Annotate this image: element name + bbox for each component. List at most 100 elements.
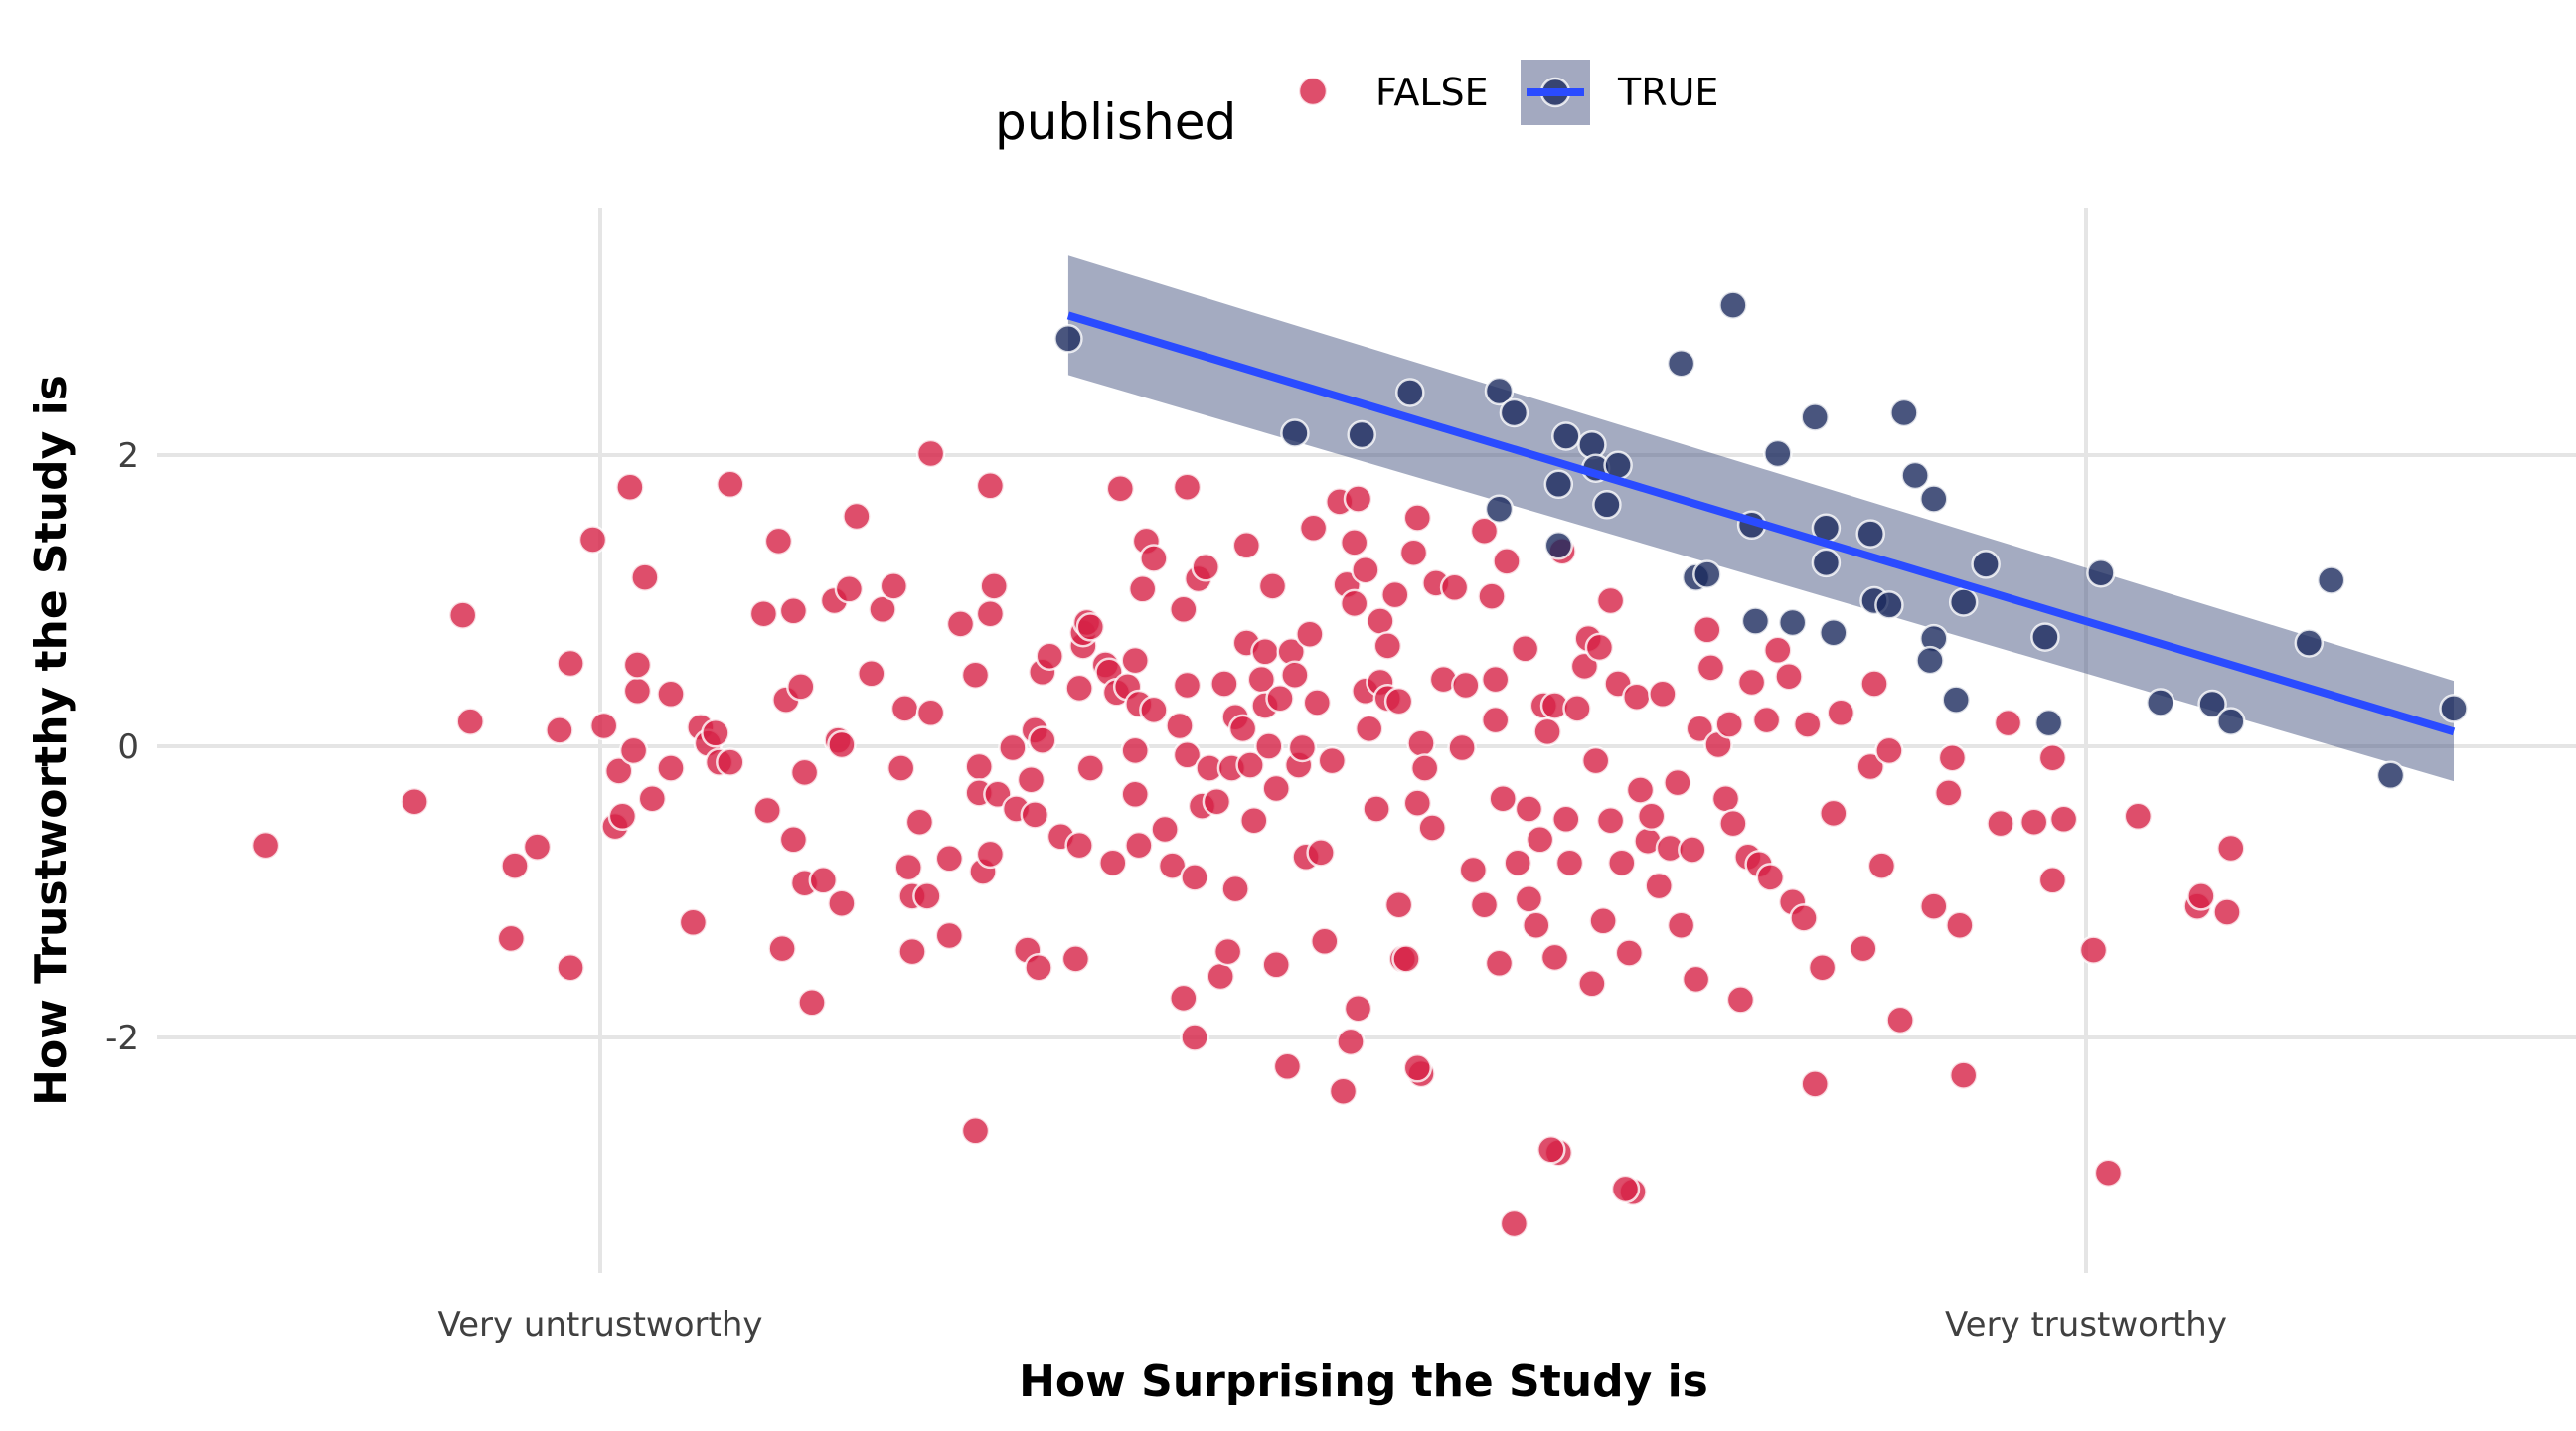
point-false	[1755, 863, 1786, 892]
true-points-layer	[1053, 290, 2469, 791]
point-true	[1484, 494, 1515, 524]
point-false	[945, 609, 976, 639]
point-false	[1328, 1076, 1359, 1106]
point-false	[1580, 745, 1611, 776]
point-false	[748, 598, 779, 629]
point-false	[1028, 725, 1057, 755]
point-false	[1380, 579, 1410, 610]
point-true	[2146, 688, 2175, 717]
point-false	[1261, 950, 1291, 980]
point-false	[1402, 503, 1433, 533]
point-true	[1592, 490, 1622, 520]
point-false	[1588, 906, 1618, 936]
point-false	[1681, 964, 1711, 995]
point-true	[2439, 694, 2469, 723]
point-false	[1492, 547, 1522, 576]
point-true	[2316, 565, 2346, 595]
x-axis-title: How Surprising the Study is	[1019, 1356, 1708, 1407]
point-false	[2212, 897, 2242, 927]
point-false	[1826, 698, 1856, 728]
point-true	[1855, 519, 1885, 549]
point-false	[400, 786, 429, 817]
point-false	[500, 851, 530, 880]
point-false	[1402, 1053, 1433, 1083]
point-false	[556, 648, 585, 679]
point-false	[1610, 1174, 1641, 1204]
point-false	[577, 525, 608, 555]
point-false	[1261, 773, 1291, 804]
point-false	[1295, 619, 1325, 649]
point-false	[1514, 884, 1544, 914]
point-false	[827, 888, 857, 918]
legend-key-false-point	[1297, 76, 1329, 107]
point-true	[2033, 708, 2064, 738]
point-true	[2216, 707, 2246, 736]
point-false	[1625, 775, 1656, 805]
point-false	[1220, 874, 1250, 904]
point-true	[1915, 645, 1945, 676]
point-false	[1169, 983, 1199, 1014]
point-true	[1777, 607, 1808, 638]
point-false	[1648, 679, 1678, 710]
point-false	[2018, 807, 2049, 837]
point-true	[2375, 760, 2406, 791]
point-false	[915, 698, 946, 728]
point-false	[1866, 851, 1897, 880]
point-false	[1451, 670, 1481, 701]
point-false	[1499, 1208, 1530, 1239]
point-true	[1280, 418, 1310, 448]
point-false	[1172, 740, 1203, 770]
point-true	[1543, 469, 1574, 500]
point-false	[716, 747, 745, 777]
legend: published FALSE TRUE	[995, 60, 1718, 151]
point-false	[1339, 528, 1369, 557]
point-false	[2216, 833, 2246, 864]
point-false	[656, 679, 686, 710]
point-false	[1447, 732, 1477, 763]
point-false	[1666, 910, 1696, 940]
point-false	[1937, 742, 1968, 773]
point-false	[1678, 835, 1707, 865]
point-true	[1499, 398, 1530, 428]
point-false	[250, 830, 281, 861]
point-false	[1569, 651, 1600, 682]
point-false	[701, 718, 730, 748]
point-false	[1317, 745, 1348, 776]
point-false	[1383, 686, 1414, 716]
point-false	[1191, 553, 1220, 582]
point-false	[1503, 848, 1532, 877]
point-false	[1402, 788, 1433, 818]
point-false	[1488, 783, 1518, 814]
point-false	[960, 660, 991, 690]
point-false	[893, 852, 923, 882]
point-false	[1636, 801, 1667, 832]
point-true	[1800, 402, 1830, 432]
point-false	[1235, 750, 1265, 780]
point-true	[1819, 617, 1849, 648]
point-true	[2294, 628, 2325, 658]
point-false	[1239, 805, 1269, 836]
point-false	[2037, 866, 2068, 895]
point-false	[1257, 571, 1288, 601]
y-tick-label: 0	[117, 727, 139, 767]
point-false	[1685, 714, 1715, 744]
point-false	[545, 716, 574, 745]
point-false	[1514, 794, 1544, 824]
point-true	[1718, 290, 1748, 320]
point-false	[1933, 778, 1964, 808]
point-false	[1351, 555, 1380, 585]
point-false	[1172, 472, 1203, 502]
point-false	[1064, 673, 1094, 704]
point-false	[879, 571, 909, 601]
point-true	[1948, 587, 1979, 617]
point-false	[934, 844, 965, 874]
point-false	[1417, 813, 1447, 843]
point-false	[455, 707, 485, 736]
point-false	[1859, 669, 1889, 699]
point-false	[1157, 851, 1188, 880]
point-false	[1614, 938, 1645, 968]
point-false	[1064, 830, 1094, 861]
point-false	[630, 562, 660, 592]
point-false	[1458, 855, 1489, 885]
point-false	[1551, 804, 1581, 835]
